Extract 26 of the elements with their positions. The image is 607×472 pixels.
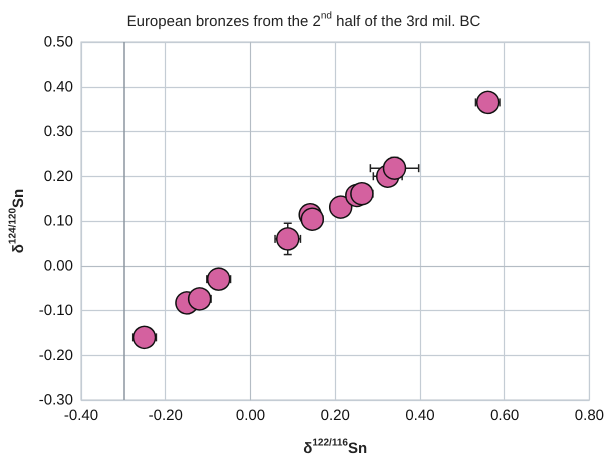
y-tick-label: 0.50 xyxy=(44,34,73,50)
x-tick-label: 0.00 xyxy=(236,407,266,424)
x-tick-label: 0.60 xyxy=(490,407,520,424)
point xyxy=(300,207,324,231)
y-tick-label: 0.20 xyxy=(44,168,73,185)
y-tick-label: -0.30 xyxy=(38,392,73,408)
x-tick-label: 0.20 xyxy=(320,407,350,424)
point xyxy=(350,182,374,206)
y-tick-label: 0.00 xyxy=(44,257,73,274)
x-tick-label: 0.80 xyxy=(574,407,604,424)
point xyxy=(476,90,500,114)
x-tick-label: -0.40 xyxy=(64,407,98,424)
y-tick-label: 0.10 xyxy=(44,212,73,230)
point xyxy=(188,287,212,311)
point xyxy=(132,326,156,350)
y-tick-label: 0.30 xyxy=(44,123,73,140)
y-tick-label: -0.20 xyxy=(38,346,73,364)
x-tick-label: -0.20 xyxy=(148,407,183,424)
point xyxy=(206,267,230,291)
point xyxy=(328,195,352,219)
point xyxy=(276,227,300,251)
point xyxy=(382,156,406,180)
x-tick-label: 0.40 xyxy=(405,407,435,424)
y-tick-label: 0.40 xyxy=(44,78,73,96)
y-tick-label: -0.10 xyxy=(38,302,73,319)
y-axis-title: δ124/120Sn xyxy=(8,188,27,254)
